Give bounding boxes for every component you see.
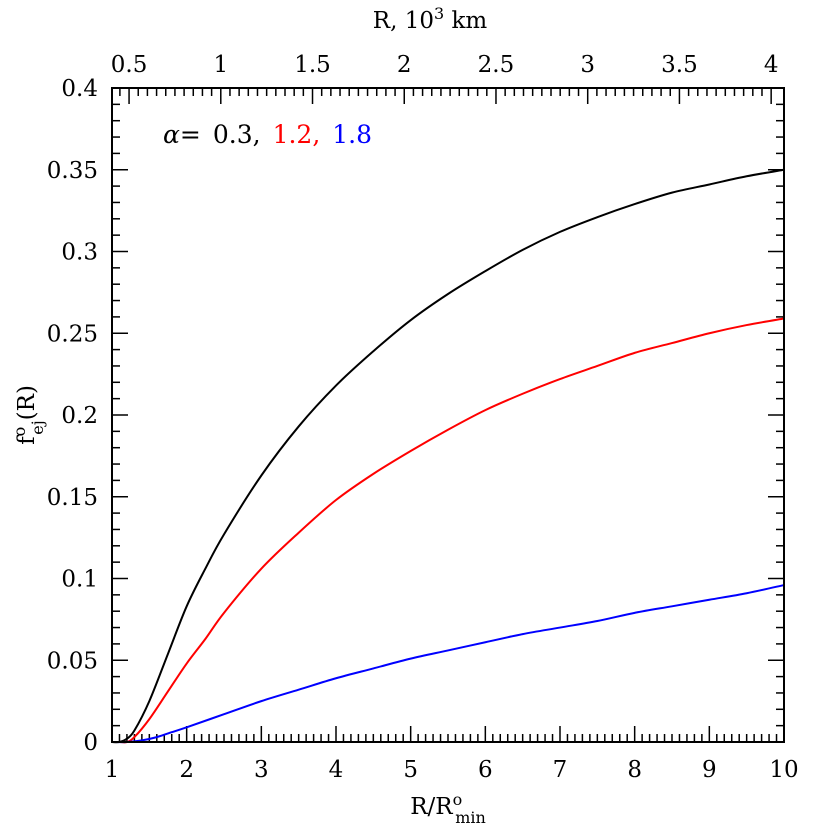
x-tick-label: 4 <box>329 757 344 783</box>
top-x-tick-label: 2.5 <box>478 52 515 78</box>
y-axis-label: foej(R) <box>10 385 47 445</box>
series-line-0 <box>111 168 785 744</box>
x-tick-label: 2 <box>179 757 194 783</box>
top-x-axis-label: R, 103 km <box>373 4 488 34</box>
legend: α= 0.3, 1.2, 1.8 <box>163 120 372 149</box>
series-lines <box>111 168 785 744</box>
x-tick-label: 1 <box>105 757 120 783</box>
x-tick-label: 5 <box>403 757 418 783</box>
y-tick-label: 0.3 <box>61 240 98 266</box>
top-x-tick-label: 2 <box>397 52 412 78</box>
legend-entry-2: 1.8 <box>332 120 372 149</box>
legend-entry-0: 0.3, <box>213 120 261 149</box>
x-tick-label: 10 <box>769 757 798 783</box>
y-tick-label: 0.05 <box>47 648 98 674</box>
top-x-tick-label: 1.5 <box>294 52 331 78</box>
x-tick-label: 3 <box>254 757 269 783</box>
series-line-2 <box>111 584 785 744</box>
top-x-tick-label: 4 <box>764 52 779 78</box>
y-tick-label: 0.15 <box>47 485 98 511</box>
tick-labels: 1 2 3 4 5 6 7 8 9 10 0 0.05 0.1 0.15 0.2 0.25 0.3 0.35 0.4… <box>47 52 799 783</box>
x-axis-label: R/Ro min <box>410 790 486 827</box>
y-tick-label: 0.25 <box>47 321 98 347</box>
legend-entry-1: 1.2, <box>273 120 321 149</box>
y-tick-label: 0.35 <box>47 158 98 184</box>
legend-prefix: α= <box>163 120 201 149</box>
plot-frame <box>111 87 785 743</box>
x-tick-label: 6 <box>478 757 493 783</box>
tick-marks <box>111 87 785 743</box>
y-tick-label: 0.2 <box>61 403 98 429</box>
top-x-tick-label: 3 <box>580 52 595 78</box>
x-tick-label: 9 <box>702 757 717 783</box>
top-x-tick-label: 0.5 <box>111 52 148 78</box>
x-tick-label: 8 <box>627 757 642 783</box>
y-tick-label: 0.4 <box>61 76 98 102</box>
x-tick-label: 7 <box>553 757 568 783</box>
series-line-1 <box>111 317 785 744</box>
y-tick-label: 0.1 <box>61 567 98 593</box>
top-x-tick-label: 3.5 <box>661 52 698 78</box>
y-tick-label: 0 <box>83 730 98 756</box>
top-x-tick-label: 1 <box>213 52 228 78</box>
